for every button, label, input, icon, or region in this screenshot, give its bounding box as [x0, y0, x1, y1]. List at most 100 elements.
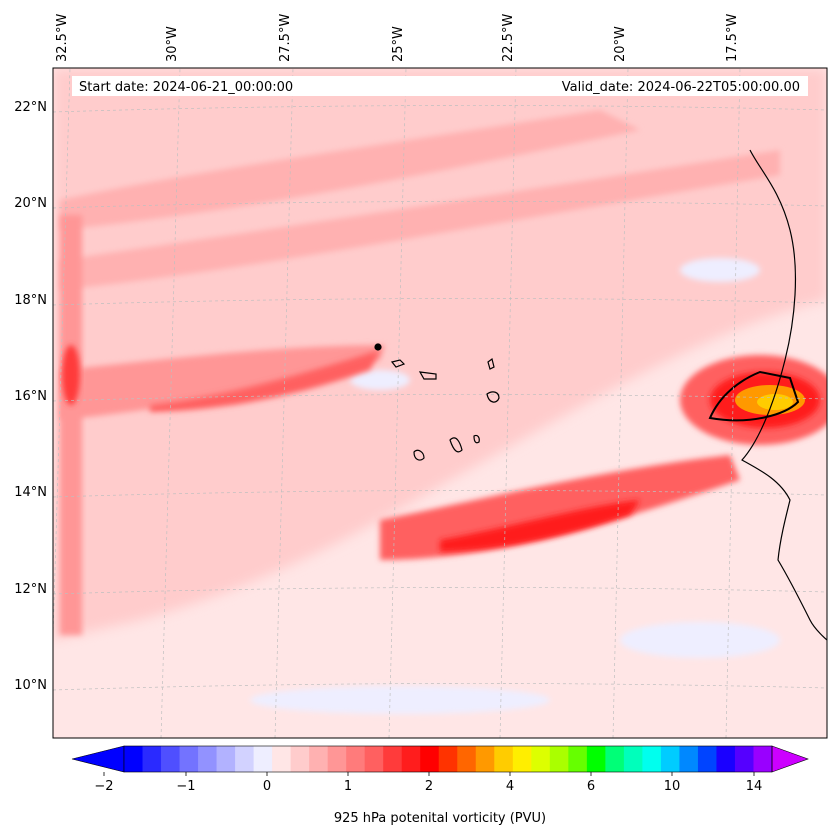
colorbar-swatch — [494, 746, 514, 772]
colorbar-tick-label: 6 — [587, 779, 595, 794]
colorbar-swatch — [568, 746, 588, 772]
lon-label: 27.5°W — [278, 14, 293, 62]
island-santo-antao — [374, 343, 382, 351]
pv-coastal-peak — [757, 394, 793, 410]
colorbar-swatch — [716, 746, 736, 772]
colorbar-swatch — [549, 746, 569, 772]
lat-gridline — [53, 683, 827, 691]
lat-gridline — [53, 298, 827, 306]
lon-gridline — [160, 68, 181, 738]
colorbar-swatch — [679, 746, 699, 772]
gridlines — [53, 68, 827, 738]
start-date-label: Start date: 2024-06-21_00:00:00 — [79, 80, 293, 95]
colorbar-swatch — [161, 746, 181, 772]
lon-gridline — [612, 68, 629, 738]
lon-gridline — [725, 68, 741, 738]
lat-label: 20°N — [14, 196, 47, 211]
lon-gridline — [53, 68, 71, 650]
pv-contour — [708, 370, 800, 422]
pv-neg-patch-south — [250, 686, 550, 714]
colorbar-swatch — [734, 746, 754, 772]
colorbar-extend-low — [71, 745, 125, 773]
colorbar-tick-label: −1 — [176, 779, 195, 794]
colorbar-swatch — [605, 746, 625, 772]
lat-gridline — [53, 201, 827, 209]
colorbar-label: 925 hPa potenital vorticity (PVU) — [334, 811, 546, 826]
pv-western-strip — [60, 215, 82, 635]
lon-gridline — [274, 68, 294, 738]
colorbar-swatch — [216, 746, 236, 772]
colorbar-swatch — [438, 746, 458, 772]
pv-western-max — [62, 345, 80, 405]
lat-label: 12°N — [14, 582, 47, 597]
colorbar-swatch — [531, 746, 551, 772]
lat-label: 16°N — [14, 389, 47, 404]
colorbar-swatch — [383, 746, 403, 772]
island-sao-vicente — [390, 359, 406, 368]
lon-gridline — [388, 68, 407, 738]
date-banner — [72, 76, 808, 96]
cape-verde-islands — [374, 343, 500, 461]
colorbar-tick-label: −2 — [94, 779, 113, 794]
lon-label: 22.5°W — [501, 14, 516, 62]
colorbar-swatch — [420, 746, 440, 772]
colorbar-swatch — [457, 746, 477, 772]
colorbar-tick-label: 10 — [664, 779, 681, 794]
island-sao-nicolau — [418, 371, 437, 380]
longitude-labels: 32.5°W 30°W 27.5°W 25°W 22.5°W 20°W 17.5°W — [55, 14, 740, 62]
island-boa-vista — [486, 391, 500, 403]
lat-label: 22°N — [14, 100, 47, 115]
colorbar-extend-high — [771, 745, 809, 773]
lat-label: 14°N — [14, 485, 47, 500]
lon-gridline — [499, 68, 517, 738]
pv-neg-patch-southeast — [620, 622, 780, 658]
colorbar-tick-label: 14 — [746, 779, 763, 794]
pv-field — [53, 68, 827, 738]
pv-band-south-core — [440, 500, 640, 552]
lat-gridline — [53, 394, 827, 402]
colorbar-swatch — [346, 746, 366, 772]
pv-pink-region — [53, 68, 827, 640]
map-frame — [52, 67, 828, 739]
colorbar-swatch — [623, 746, 643, 772]
colorbar-swatch — [512, 746, 532, 772]
colorbar-swatch — [309, 746, 329, 772]
pv-streak-mid — [60, 150, 780, 290]
colorbar-swatch — [235, 746, 255, 772]
lon-label: 30°W — [165, 26, 180, 62]
colorbar-tick-label: 0 — [263, 779, 271, 794]
colorbar-tick-label: 1 — [344, 779, 352, 794]
colorbar-outline — [123, 745, 773, 773]
colorbar-tick-label: 2 — [425, 779, 433, 794]
colorbar-swatch — [364, 746, 384, 772]
island-maio — [473, 434, 480, 444]
lon-label: 32.5°W — [55, 14, 70, 62]
island-fogo — [413, 449, 425, 461]
colorbar: −2 −1 0 1 2 4 6 10 14 — [71, 745, 809, 794]
island-sal — [487, 357, 495, 370]
colorbar-swatch — [198, 746, 218, 772]
colorbar-swatch — [290, 746, 310, 772]
lon-label: 25°W — [391, 26, 406, 62]
coastline — [741, 149, 827, 641]
colorbar-tick-label: 4 — [506, 779, 514, 794]
colorbar-swatch — [253, 746, 273, 772]
colorbar-swatch — [753, 746, 773, 772]
lat-gridline — [53, 105, 827, 113]
colorbar-swatch — [475, 746, 495, 772]
colorbar-swatch — [327, 746, 347, 772]
colorbar-swatch — [142, 746, 162, 772]
pv-neg-patch-coast — [680, 258, 760, 282]
pv-streak-north — [60, 110, 640, 230]
pv-streak-island — [60, 345, 385, 420]
colorbar-swatch — [179, 746, 199, 772]
colorbar-swatch — [124, 746, 144, 772]
colorbar-swatch — [660, 746, 680, 772]
lat-label: 10°N — [14, 678, 47, 693]
latitude-labels: 22°N 20°N 18°N 16°N 14°N 12°N 10°N — [14, 100, 47, 693]
lon-label: 20°W — [613, 26, 628, 62]
island-santiago — [449, 437, 463, 453]
lon-label: 17.5°W — [725, 14, 740, 62]
lat-label: 18°N — [14, 293, 47, 308]
